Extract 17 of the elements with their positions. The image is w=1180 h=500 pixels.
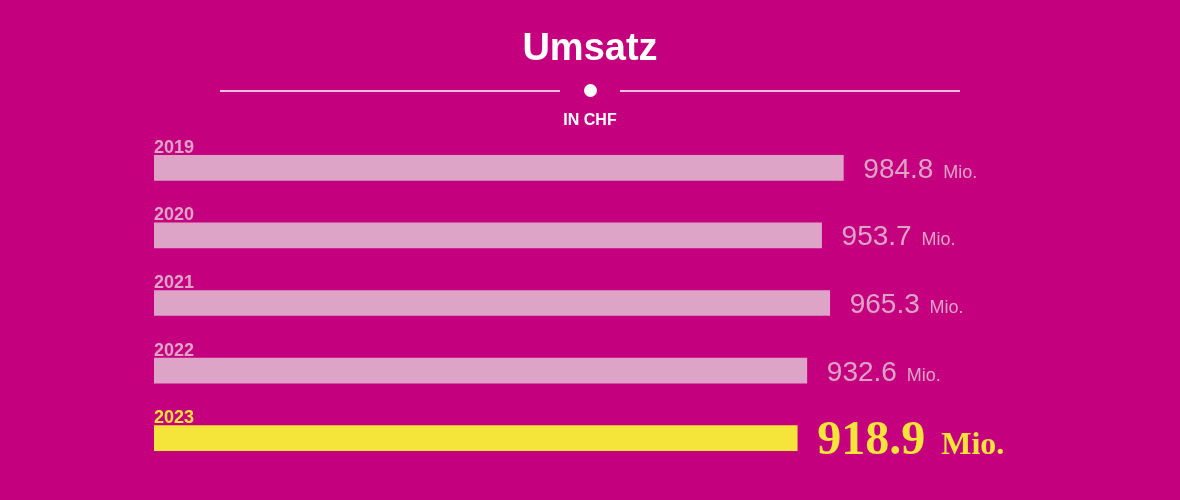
data-label: 918.9 Mio.	[817, 411, 1005, 465]
bar	[154, 154, 844, 181]
chart-title: Umsatz	[521, 26, 659, 69]
y-tick-label: 2023	[154, 407, 195, 428]
data-label: 932.6 Mio.	[826, 355, 941, 387]
bar	[154, 357, 808, 384]
data-label: 953.7 Mio.	[841, 220, 956, 252]
y-tick-label: 2022	[154, 339, 195, 360]
bar	[154, 290, 831, 316]
y-tick-label: 2020	[154, 204, 195, 225]
bar	[154, 222, 822, 249]
chart-subtitle: IN CHF	[562, 111, 618, 129]
y-tick-label: 2019	[154, 136, 195, 157]
data-label: 965.3 Mio.	[849, 288, 964, 319]
data-label: 984.8 Mio.	[863, 152, 978, 184]
bar	[154, 425, 798, 452]
y-tick-label: 2021	[154, 272, 195, 292]
